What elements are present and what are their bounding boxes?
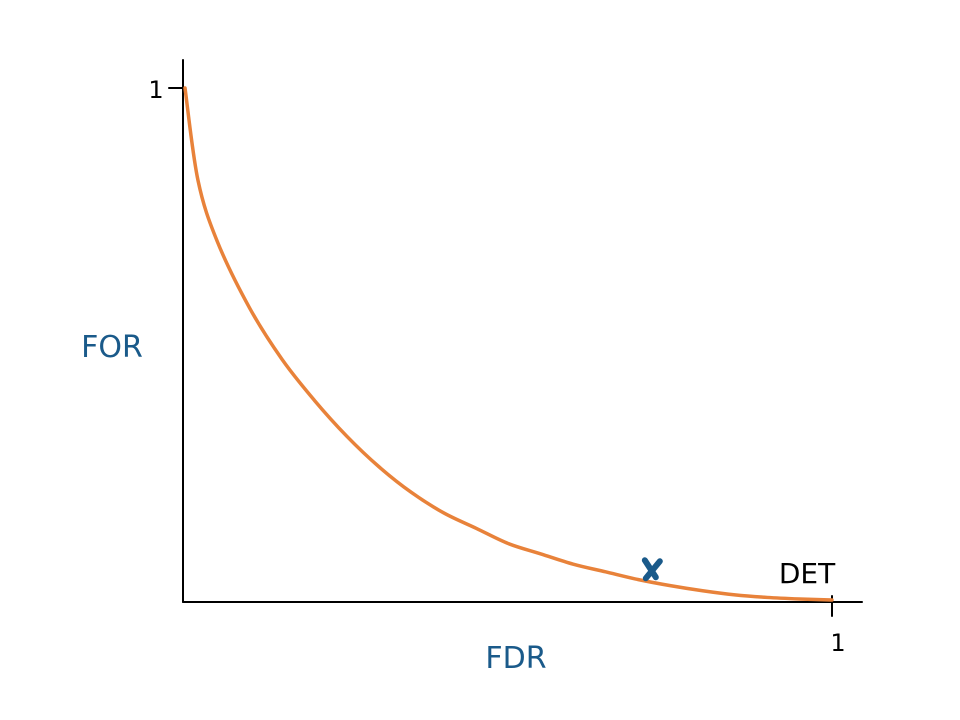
axes — [182, 59, 863, 603]
x-axis-label: FDR — [485, 641, 546, 676]
tick-marks: 11 — [148, 76, 845, 657]
operating-point-marker — [641, 557, 663, 582]
y-axis-label: FOR — [81, 330, 143, 365]
series-lines — [183, 86, 834, 602]
labels: FOR FDR DET — [81, 330, 836, 676]
markers — [641, 557, 663, 582]
series-line-det — [183, 86, 834, 602]
x-tick-label: 1 — [830, 629, 845, 657]
series-label-det: DET — [779, 557, 836, 590]
y-tick-label: 1 — [148, 76, 163, 104]
